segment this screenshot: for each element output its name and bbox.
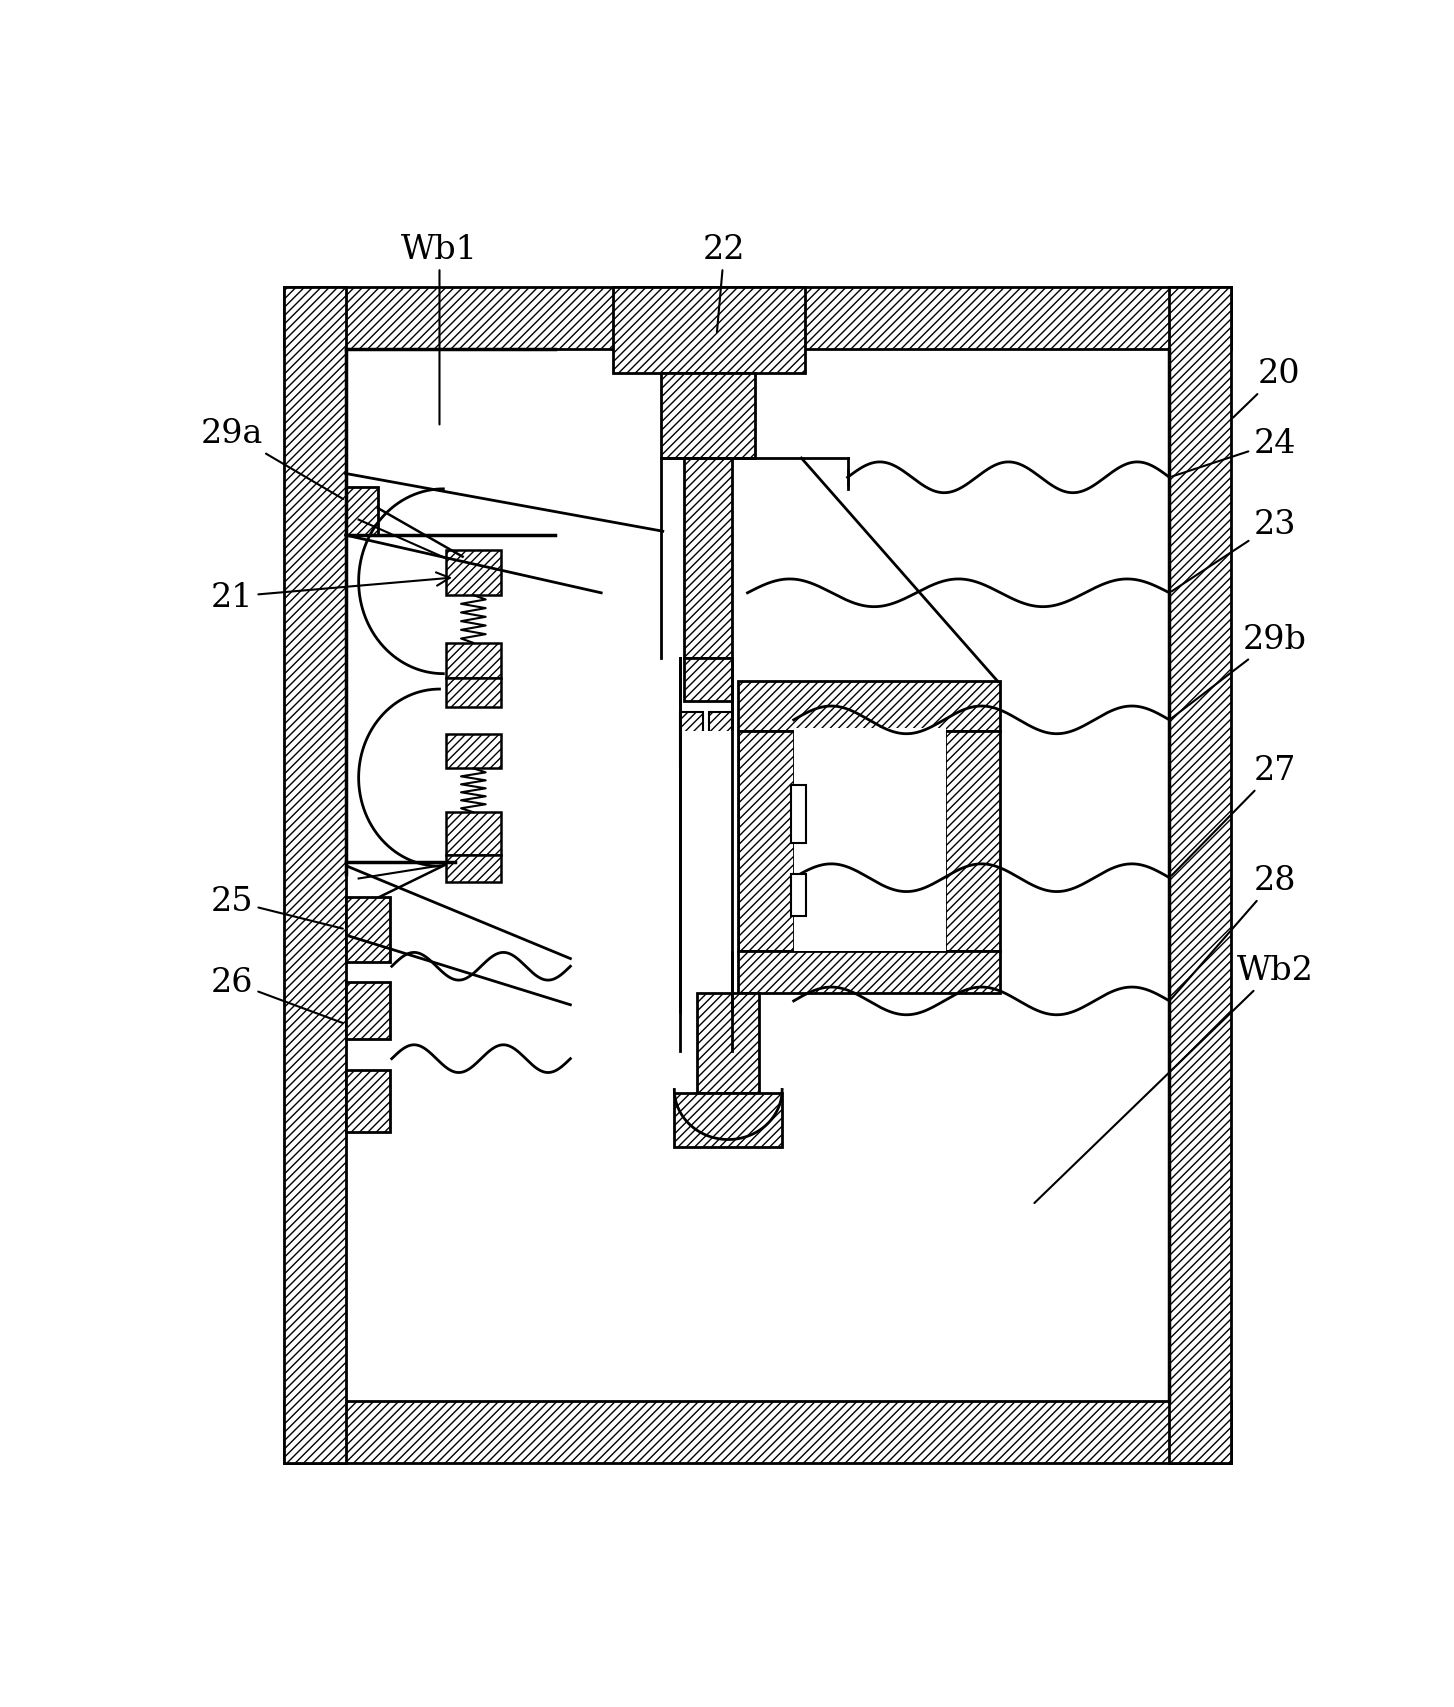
Text: 25: 25: [211, 886, 343, 929]
Bar: [698, 993, 759, 1094]
Bar: [685, 459, 731, 659]
Bar: [284, 1401, 1232, 1463]
Bar: [679, 732, 739, 951]
Text: 21: 21: [211, 574, 449, 613]
Bar: [945, 732, 1000, 951]
Bar: [445, 551, 502, 596]
Bar: [739, 683, 1000, 732]
Bar: [739, 951, 1000, 993]
Bar: [445, 855, 502, 883]
Bar: [445, 678, 502, 707]
Bar: [679, 714, 702, 766]
Bar: [710, 714, 731, 766]
Bar: [346, 898, 390, 963]
Bar: [445, 644, 502, 678]
Bar: [1169, 288, 1232, 1463]
Bar: [675, 1094, 782, 1147]
Text: 24: 24: [1172, 427, 1296, 478]
Bar: [794, 729, 947, 951]
Bar: [739, 732, 794, 951]
Bar: [662, 374, 755, 459]
Bar: [445, 813, 502, 855]
Bar: [284, 288, 1232, 350]
Bar: [791, 874, 806, 917]
Bar: [612, 288, 806, 374]
Bar: [685, 659, 731, 702]
Bar: [346, 488, 378, 536]
Text: Wb2: Wb2: [1034, 954, 1313, 1203]
Text: 23: 23: [1172, 509, 1296, 592]
Bar: [346, 350, 663, 536]
Text: 26: 26: [211, 966, 343, 1024]
Bar: [346, 1070, 390, 1132]
Bar: [445, 734, 502, 768]
Text: 27: 27: [1172, 754, 1296, 876]
Text: 29a: 29a: [201, 418, 343, 500]
Bar: [284, 288, 346, 1463]
Text: Wb1: Wb1: [401, 234, 478, 425]
Text: 28: 28: [1172, 864, 1296, 999]
Text: 22: 22: [704, 234, 746, 333]
Text: 20: 20: [1233, 358, 1300, 418]
Bar: [346, 982, 390, 1040]
Bar: [791, 785, 806, 843]
Text: 29b: 29b: [1172, 623, 1307, 719]
